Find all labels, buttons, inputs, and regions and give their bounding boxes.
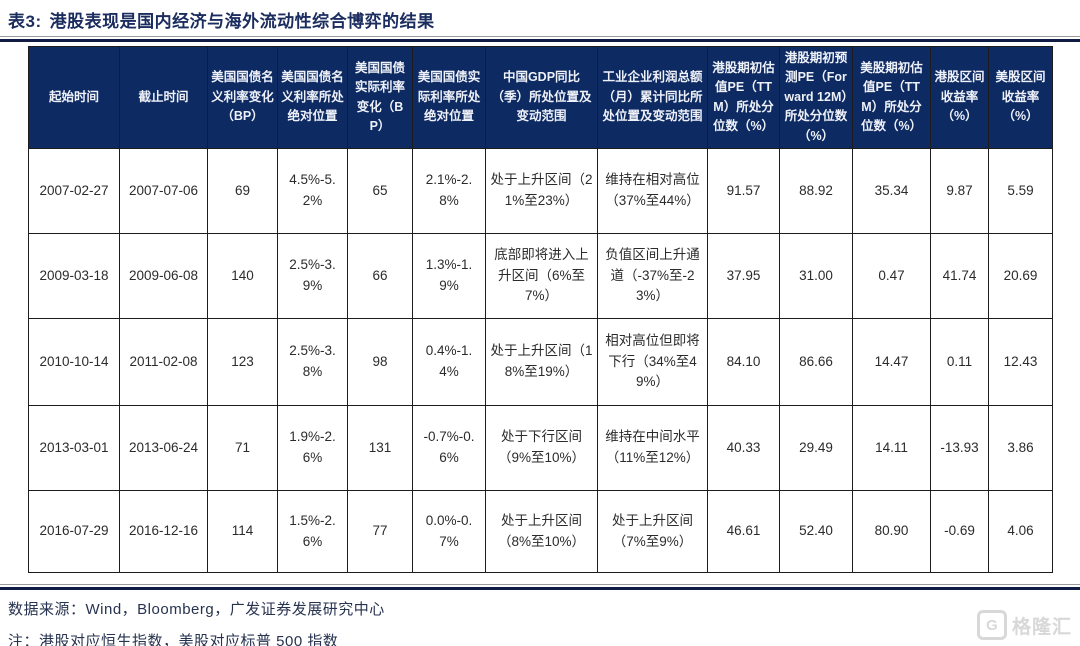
column-header: 工业企业利润总额（月）累计同比所处位置及变动范围 [597, 46, 708, 149]
table-cell: 20.69 [988, 233, 1053, 319]
table-cell: 140 [207, 233, 278, 319]
table-cell: 处于上升区间（21%至23%） [485, 148, 598, 234]
table-row: 2009-03-18 2009-06-08 140 2.5%-3.9% 66 1… [28, 233, 1053, 319]
table-cell: 2007-02-27 [28, 148, 120, 234]
table-cell: 12.43 [988, 318, 1053, 406]
data-table: 起始时间 截止时间 美国国债名义利率变化（BP） 美国国债名义利率所处绝对位置 … [28, 46, 1053, 573]
gelonghui-watermark-text: 格隆汇 [1011, 616, 1072, 638]
table-cell: 0.0%-0.7% [412, 490, 486, 573]
column-header: 美股区间收益率（%） [988, 46, 1053, 149]
table-cell: 69 [207, 148, 278, 234]
table-cell: 9.87 [930, 148, 989, 234]
table-cell: 98 [347, 318, 413, 406]
table-cell: 1.5%-2.6% [277, 490, 348, 573]
table-cell: 0.11 [930, 318, 989, 406]
column-header: 美国国债名义利率变化（BP） [207, 46, 278, 149]
table-cell: 4.06 [988, 490, 1053, 573]
table-cell: 35.34 [852, 148, 931, 234]
table-cell: 维持在中间水平（11%至12%） [597, 405, 708, 491]
column-header: 港股期初预测PE（Forward 12M）所处分位数（%） [779, 46, 853, 149]
data-source-note: 数据来源：Wind，Bloomberg，广发证券发展研究中心 [8, 601, 385, 618]
table-cell: 2013-03-01 [28, 405, 120, 491]
table-cell: 14.47 [852, 318, 931, 406]
table-cell: 5.59 [988, 148, 1053, 234]
title-divider [0, 36, 1080, 42]
table-cell: 2.5%-3.9% [277, 233, 348, 319]
column-header: 美股期初估值PE（TTM）所处分位数（%） [852, 46, 931, 149]
table-row: 2016-07-29 2016-12-16 114 1.5%-2.6% 77 0… [28, 490, 1053, 573]
table-cell: 2010-10-14 [28, 318, 120, 406]
table-row: 2007-02-27 2007-07-06 69 4.5%-5.2% 65 2.… [28, 148, 1053, 234]
table-cell: 维持在相对高位（37%至44%） [597, 148, 708, 234]
table-cell: 处于上升区间（7%至9%） [597, 490, 708, 573]
table-cell: 80.90 [852, 490, 931, 573]
header-row: 起始时间 截止时间 美国国债名义利率变化（BP） 美国国债名义利率所处绝对位置 … [28, 46, 1053, 149]
table-cell: 2013-06-24 [119, 405, 208, 491]
table-cell: 88.92 [779, 148, 853, 234]
table-cell: 40.33 [707, 405, 780, 491]
table-cell: 1.9%-2.6% [277, 405, 348, 491]
table-cell: 91.57 [707, 148, 780, 234]
table-cell: -0.69 [930, 490, 989, 573]
column-header: 起始时间 [28, 46, 120, 149]
table-cell: 4.5%-5.2% [277, 148, 348, 234]
footer-divider [0, 584, 1080, 590]
table-cell: 0.4%-1.4% [412, 318, 486, 406]
table-cell: 2.5%-3.8% [277, 318, 348, 406]
gelonghui-watermark: G 格隆汇 [976, 610, 1072, 640]
column-header: 美国国债实际利率变化（BP） [347, 46, 413, 149]
table-cell: 84.10 [707, 318, 780, 406]
column-header: 中国GDP同比（季）所处位置及变动范围 [485, 46, 598, 149]
table-title: 表3: 港股表现是国内经济与海外流动性综合博弈的结果 [0, 0, 1080, 36]
table-cell: 底部即将进入上升区间（6%至7%） [485, 233, 598, 319]
column-header: 美国国债名义利率所处绝对位置 [277, 46, 348, 149]
table-cell: 1.3%-1.9% [412, 233, 486, 319]
table-container: 起始时间 截止时间 美国国债名义利率变化（BP） 美国国债名义利率所处绝对位置 … [28, 46, 1080, 573]
table-cell: 2009-03-18 [28, 233, 120, 319]
column-header: 港股期初估值PE（TTM）所处分位数（%） [707, 46, 780, 149]
table-cell: 2007-07-06 [119, 148, 208, 234]
table-cell: 77 [347, 490, 413, 573]
column-header: 美国国债实际利率所处绝对位置 [412, 46, 486, 149]
table-title-label: 表3: [8, 12, 42, 31]
table-cell: 处于上升区间（18%至19%） [485, 318, 598, 406]
table-cell: 14.11 [852, 405, 931, 491]
table-cell: 52.40 [779, 490, 853, 573]
table-cell: 29.49 [779, 405, 853, 491]
gelonghui-logo-icon: G [976, 610, 1007, 640]
table-cell: -0.7%-0.6% [412, 405, 486, 491]
table-row: 2013-03-01 2013-06-24 71 1.9%-2.6% 131 -… [28, 405, 1053, 491]
table-cell: 114 [207, 490, 278, 573]
table-cell: 2016-12-16 [119, 490, 208, 573]
table-cell: 0.47 [852, 233, 931, 319]
table-cell: 负值区间上升通道（-37%至-23%） [597, 233, 708, 319]
column-header: 港股区间收益率（%） [930, 46, 989, 149]
table-cell: 2011-02-08 [119, 318, 208, 406]
table-cell: 2009-06-08 [119, 233, 208, 319]
table-cell: 65 [347, 148, 413, 234]
table-cell: 86.66 [779, 318, 853, 406]
table-cell: 2.1%-2.8% [412, 148, 486, 234]
table-cell: 31.00 [779, 233, 853, 319]
footer: 数据来源：Wind，Bloomberg，广发证券发展研究中心 注：港股对应恒生指… [0, 590, 1080, 646]
table-cell: 相对高位但即将下行（34%至49%） [597, 318, 708, 406]
table-row: 2010-10-14 2011-02-08 123 2.5%-3.8% 98 0… [28, 318, 1053, 406]
table-cell: 131 [347, 405, 413, 491]
table-cell: 123 [207, 318, 278, 406]
table-cell: 37.95 [707, 233, 780, 319]
table-cell: 71 [207, 405, 278, 491]
index-note: 注：港股对应恒生指数，美股对应标普 500 指数 [8, 633, 339, 646]
table-title-text: 港股表现是国内经济与海外流动性综合博弈的结果 [49, 12, 435, 31]
table-cell: -13.93 [930, 405, 989, 491]
table-cell: 41.74 [930, 233, 989, 319]
table-cell: 处于下行区间（9%至10%） [485, 405, 598, 491]
table-cell: 66 [347, 233, 413, 319]
table-cell: 处于上升区间（8%至10%） [485, 490, 598, 573]
table-cell: 3.86 [988, 405, 1053, 491]
table-cell: 46.61 [707, 490, 780, 573]
column-header: 截止时间 [119, 46, 208, 149]
table-cell: 2016-07-29 [28, 490, 120, 573]
